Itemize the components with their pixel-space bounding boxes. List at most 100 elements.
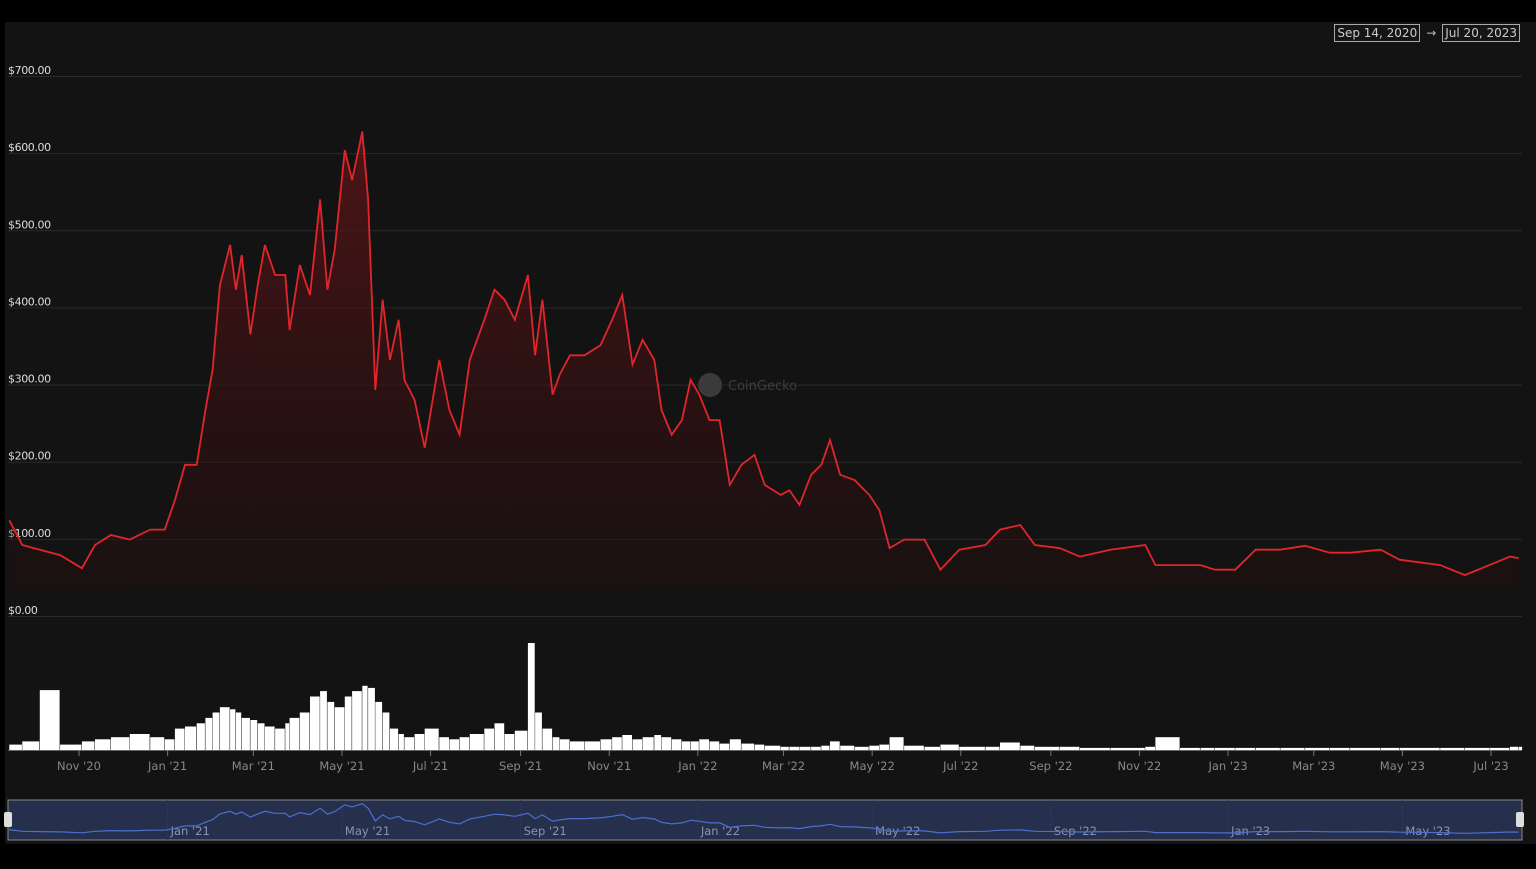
volume-bar [1399, 747, 1440, 750]
volume-bar [1350, 747, 1381, 750]
x-tick-label: Sep '22 [1029, 759, 1072, 773]
volume-bar [741, 743, 754, 750]
volume-bar [504, 734, 515, 751]
x-tick-label: Nov '20 [57, 759, 101, 773]
price-area [9, 131, 1519, 590]
volume-bar [1489, 747, 1510, 750]
volume-bar [299, 712, 310, 750]
volume-bar [404, 737, 415, 750]
watermark-text: CoinGecko [728, 379, 797, 394]
navigator-right-handle[interactable] [1516, 812, 1524, 827]
volume-bar [1180, 747, 1200, 750]
volume-bar [904, 745, 924, 750]
navigator-tick-label: Sep '22 [1054, 824, 1097, 838]
y-tick-label: $400.00 [8, 295, 51, 308]
arrow-icon: → [1426, 26, 1437, 40]
navigator-line [9, 803, 1519, 834]
x-tick-label: Mar '21 [232, 759, 275, 773]
volume-bar [375, 701, 383, 751]
coingecko-watermark: CoinGecko [698, 373, 797, 397]
volume-bar [1155, 737, 1180, 750]
coingecko-logo-icon [698, 373, 722, 397]
volume-bar [484, 728, 494, 750]
volume-bar [924, 746, 940, 750]
volume-bar [310, 696, 320, 750]
volume-bar [1000, 742, 1020, 750]
volume-bar [780, 746, 789, 750]
volume-bar [690, 741, 699, 750]
volume-bar [439, 737, 449, 750]
x-tick-label: Mar '23 [1292, 759, 1335, 773]
volume-bar [1518, 746, 1523, 750]
navigator-left-handle[interactable] [4, 812, 12, 827]
volume-bar [729, 739, 741, 750]
volume-bar [1059, 746, 1080, 750]
volume-bar [754, 744, 765, 750]
navigator-tick-label: Jan '23 [1230, 824, 1270, 838]
volume-bar [469, 734, 484, 751]
navigator-window[interactable] [7, 799, 1523, 841]
volume-bar [632, 739, 643, 750]
volume-bar [1280, 747, 1305, 750]
volume-bar [854, 746, 869, 750]
volume-bar [494, 723, 505, 751]
volume-bar [398, 734, 404, 751]
volume-bar [1464, 747, 1490, 750]
volume-bar [1440, 747, 1465, 750]
volume-bar [879, 744, 890, 750]
date-to-input[interactable]: Jul 20, 2023 [1442, 24, 1520, 42]
volume-bar [612, 737, 622, 750]
navigator-tick-label: Jan '22 [700, 824, 740, 838]
volume-bar [709, 741, 720, 750]
volume-bar [542, 728, 553, 750]
volume-bar [174, 728, 185, 750]
volume-bar [889, 737, 904, 750]
volume-bar [811, 746, 821, 750]
volume-bar [959, 746, 985, 750]
volume-bar [289, 717, 300, 750]
volume-bar [230, 709, 236, 750]
x-tick-label: Jul '22 [942, 759, 978, 773]
date-range-selector: Sep 14, 2020 → Jul 20, 2023 [1334, 24, 1520, 42]
x-tick-label: May '21 [319, 759, 364, 773]
volume-bar [205, 717, 213, 750]
volume-bar [185, 726, 197, 750]
x-tick-label: Jul '21 [412, 759, 448, 773]
volume-bar [111, 737, 130, 750]
volume-bar [1110, 747, 1145, 750]
x-tick-label: Mar '22 [762, 759, 805, 773]
volume-bar [661, 737, 672, 750]
volume-bar [527, 643, 535, 750]
volume-bar [799, 746, 811, 750]
volume-bar [362, 685, 368, 750]
volume-bar [219, 707, 230, 750]
x-tick-label: Jul '23 [1472, 759, 1508, 773]
y-tick-label: $600.00 [8, 141, 51, 154]
navigator[interactable]: Jan '21 May '21 Sep '21 Jan '22 May '22 Sep '… [4, 799, 1524, 841]
volume-bar [382, 712, 390, 750]
volume-bar [1079, 747, 1110, 750]
volume-bar [150, 737, 165, 750]
volume-bar [1235, 747, 1256, 750]
navigator-tick-label: May '23 [1405, 824, 1450, 838]
navigator-tick-label: Sep '21 [524, 824, 567, 838]
x-tick-label: Jan '22 [677, 759, 717, 773]
volume-bar [275, 728, 285, 750]
volume-bar [389, 728, 399, 750]
volume-bar [60, 744, 82, 750]
volume-bar [235, 712, 242, 750]
volume-bar [514, 730, 528, 750]
y-tick-label: $200.00 [8, 450, 51, 463]
x-tick-label: Jan '21 [147, 759, 187, 773]
volume-bar [764, 745, 781, 750]
volume-bar [789, 746, 800, 750]
x-tick-label: Nov '21 [587, 759, 631, 773]
volume-bar [22, 741, 40, 750]
x-tick-label: May '23 [1380, 759, 1425, 773]
volume-bar [449, 739, 460, 750]
volume-bar [830, 741, 840, 750]
volume-bar [1200, 747, 1215, 750]
volume-bar [654, 735, 662, 750]
date-from-input[interactable]: Sep 14, 2020 [1334, 24, 1421, 42]
volume-bar [250, 720, 258, 750]
